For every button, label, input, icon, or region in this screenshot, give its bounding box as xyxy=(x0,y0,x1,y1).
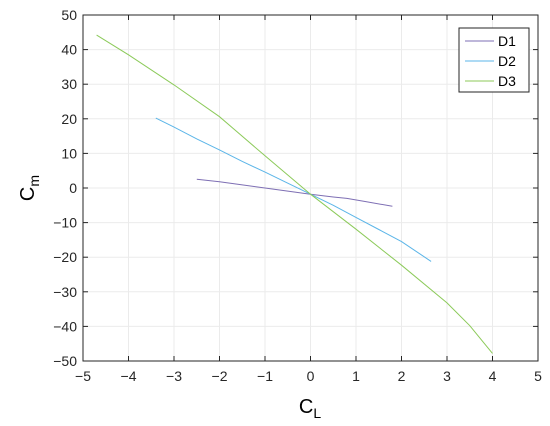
x-tick-label: 4 xyxy=(489,368,497,384)
legend-label-d2: D2 xyxy=(498,53,516,69)
y-tick-label: −20 xyxy=(53,249,77,265)
y-tick-label: 30 xyxy=(61,76,77,92)
y-tick-label: 50 xyxy=(61,7,77,23)
series-line-d2 xyxy=(155,117,432,262)
series-line-d3 xyxy=(96,34,493,354)
y-tick-label: 20 xyxy=(61,111,77,127)
y-tick-label: −10 xyxy=(53,215,77,231)
x-tick-label: −4 xyxy=(121,368,137,384)
y-tick-labels: −50 −40 −30 −20 −10 0 10 20 30 40 50 xyxy=(53,7,77,369)
axis-ticks xyxy=(82,14,539,362)
y-tick-label: −40 xyxy=(53,318,77,334)
legend-box xyxy=(458,27,530,93)
x-tick-label: 3 xyxy=(443,368,451,384)
x-tick-label: −1 xyxy=(257,368,273,384)
legend-label-d3: D3 xyxy=(498,73,516,89)
x-axis-label: CL xyxy=(299,396,321,421)
series-line-d1 xyxy=(196,178,393,207)
series-layer xyxy=(96,34,493,354)
x-tick-label: 5 xyxy=(534,368,542,384)
x-tick-label: 2 xyxy=(398,368,406,384)
x-tick-label: −3 xyxy=(166,368,182,384)
y-tick-label: 0 xyxy=(69,180,77,196)
x-tick-label: −2 xyxy=(212,368,228,384)
y-tick-label: 40 xyxy=(61,42,77,58)
x-tick-label: 1 xyxy=(352,368,360,384)
x-tick-labels: −5 −4 −3 −2 −1 0 1 2 3 4 5 xyxy=(75,368,542,384)
x-tick-label: −5 xyxy=(75,368,91,384)
y-tick-label: −50 xyxy=(53,353,77,369)
legend: D1 D2 D3 xyxy=(458,27,530,93)
x-tick-label: 0 xyxy=(307,368,315,384)
y-axis-label: Cm xyxy=(17,175,42,201)
y-tick-label: −30 xyxy=(53,284,77,300)
y-tick-label: 10 xyxy=(61,145,77,161)
legend-label-d1: D1 xyxy=(498,33,516,49)
